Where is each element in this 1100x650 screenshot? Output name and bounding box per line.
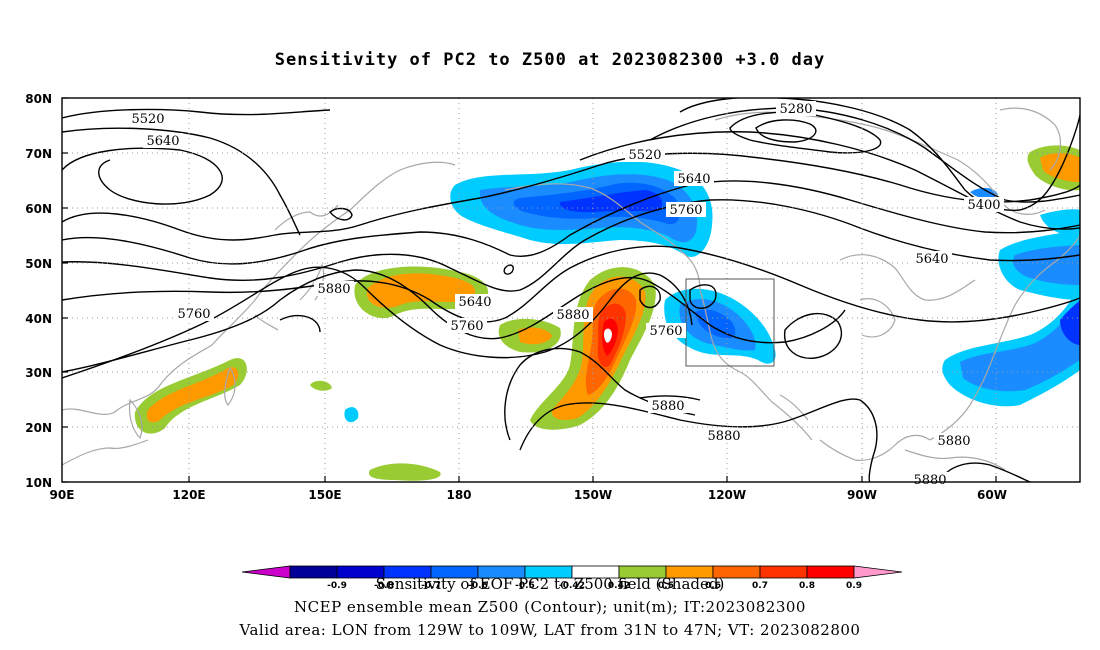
colorbar-label: -0.5 [515,581,535,591]
svg-text:5400: 5400 [967,198,1000,213]
shaded-positive-pacific [354,266,561,353]
shaded-positive-east-asia [134,358,441,481]
lat-label: 30N [25,366,52,380]
contour-label: 5520 [128,111,168,127]
colorbar-label: -0.6 [468,581,488,591]
svg-text:5760: 5760 [450,319,483,334]
svg-text:5280: 5280 [779,102,812,117]
contour-label: 5880 [314,281,354,297]
svg-text:5640: 5640 [677,172,710,187]
lon-label: 60W [977,488,1007,502]
svg-text:5880: 5880 [913,473,946,488]
svg-text:5640: 5640 [146,134,179,149]
contour-label: 5640 [674,171,714,187]
colorbar: -0.9 -0.8 -0.7 -0.6 -0.5 -0.42 0.42 0.5 0.6 0.7 0.… [241,565,903,591]
lat-label: 80N [25,92,52,106]
contour-label: 5880 [704,428,744,444]
footer-shading-caption: Sensitivity of EOF PC2 to Z500 field (Sh… [375,575,725,593]
lon-label: 90E [50,488,75,502]
contour-label: 5640 [143,133,183,149]
lat-lon-grid [62,98,1080,482]
latitude-labels: 80N 70N 60N 50N 40N 30N 20N 10N [25,92,52,490]
shaded-negative-alaska [450,161,713,257]
svg-text:5880: 5880 [707,429,740,444]
footer-valid-area-caption: Valid area: LON from 129W to 109W, LAT f… [239,621,861,639]
contour-label: 5760 [646,323,686,339]
svg-text:5760: 5760 [669,203,702,218]
lat-label: 60N [25,202,52,216]
contour-label: 5880 [553,307,593,323]
lon-label: 120W [708,488,746,502]
contour-label: 5880 [910,472,950,488]
contour-label: 5880 [648,398,688,414]
colorbar-label: 0.8 [799,581,815,591]
lat-label: 40N [25,312,52,326]
lon-label: 150E [308,488,341,502]
colorbar-high-end [853,565,903,579]
svg-text:5880: 5880 [651,399,684,414]
colorbar-label: -0.7 [421,581,441,591]
lon-label: 90W [847,488,877,502]
colorbar-label: -0.9 [327,581,347,591]
footer-contour-caption: NCEP ensemble mean Z500 (Contour); unit(… [294,598,806,616]
lat-label: 10N [25,476,52,490]
coastlines [62,107,1080,471]
colorbar-label: 0.7 [752,581,768,591]
contour-label: 5760 [174,306,214,322]
map-frame [61,97,1081,483]
contour-label: 5280 [776,101,816,117]
svg-text:5520: 5520 [628,148,661,163]
lon-label: 150W [574,488,612,502]
colorbar-label: -0.42 [559,581,585,591]
contour-labels: 5280 5520 5640 5520 5640 5760 5400 5640 … [128,101,1004,488]
lat-label: 20N [25,421,52,435]
colorbar-label: 0.6 [705,581,721,591]
lon-label: 180 [446,488,471,502]
svg-text:5760: 5760 [177,307,210,322]
svg-text:5880: 5880 [937,434,970,449]
z500-contours [62,98,1080,482]
contour-label: 5760 [447,318,487,334]
contour-label: 5640 [912,251,952,267]
svg-text:5520: 5520 [131,112,164,127]
contour-label: 5520 [625,147,665,163]
svg-text:5760: 5760 [649,324,682,339]
svg-text:5880: 5880 [556,308,589,323]
colorbar-label: -0.8 [374,581,394,591]
tick-marks [62,97,997,483]
svg-text:5640: 5640 [458,295,491,310]
lat-label: 50N [25,257,52,271]
lat-label: 70N [25,147,52,161]
colorbar-label: 0.42 [608,581,630,591]
contour-label: 5880 [934,433,974,449]
contour-label: 5760 [666,202,706,218]
svg-text:5640: 5640 [915,252,948,267]
page-title: Sensitivity of PC2 to Z500 at 2023082300… [274,50,826,70]
contour-label: 5400 [964,197,1004,213]
colorbar-label: 0.5 [658,581,674,591]
svg-text:5880: 5880 [317,282,350,297]
valid-area-box [685,278,775,367]
lon-label: 120E [172,488,205,502]
colorbar-label: 0.9 [846,581,862,591]
longitude-labels: 90E 120E 150E 180 150W 120W 90W 60W [50,488,1007,502]
contour-label: 5640 [455,294,495,310]
